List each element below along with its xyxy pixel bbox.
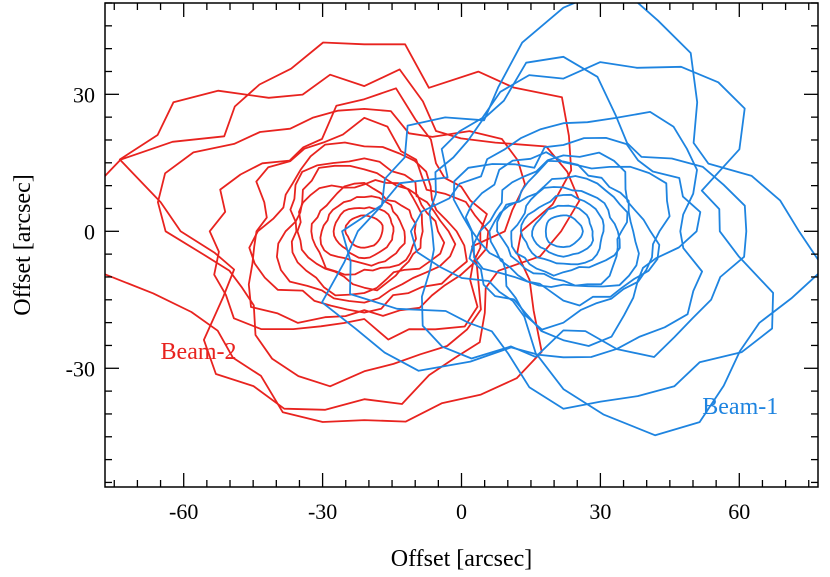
contour-level-7: [472, 151, 661, 307]
x-tick-label: 0: [456, 499, 467, 524]
contour-level-12: [341, 61, 774, 410]
contour-level-11: [420, 55, 748, 360]
contour-level-8: [464, 151, 671, 331]
contour-level-8: [248, 141, 468, 314]
x-tick-label: 30: [589, 499, 611, 524]
contour-level-2: [332, 206, 395, 260]
x-tick-label: -60: [169, 499, 198, 524]
beam-1-label: Beam-1: [702, 394, 778, 420]
contour-level-11: [156, 108, 526, 388]
y-tick-label: -30: [66, 356, 95, 381]
contour-level-7: [275, 157, 457, 304]
beam-2-label: Beam-2: [161, 339, 237, 365]
y-tick-label: 30: [73, 82, 95, 107]
y-tick-label: 0: [84, 219, 95, 244]
contour-level-9: [452, 136, 702, 347]
contour-level-1: [344, 214, 384, 249]
contour-level-10: [208, 87, 488, 341]
beam-2-contours: [105, 41, 581, 423]
contour-level-12: [118, 68, 581, 411]
contour-level-6: [488, 159, 640, 288]
beam-1-contours: [321, 3, 818, 437]
contour-level-9: [247, 116, 490, 324]
x-axis-title: Offset [arcsec]: [391, 546, 532, 572]
contour-level-4: [510, 186, 621, 277]
y-axis-title: Offset [arcsec]: [10, 174, 36, 315]
contour-level-3: [519, 193, 605, 266]
x-tick-label: -30: [308, 499, 337, 524]
contour-level-2: [531, 204, 594, 258]
contour-level-5: [496, 175, 629, 287]
contour-level-1: [544, 214, 584, 249]
axis-ticks: [105, 2, 818, 487]
contour-level-10: [409, 111, 703, 359]
tick-labels: -60 -30 0 30 60 -30 0 30: [66, 82, 751, 524]
contour-level-13: [321, 3, 818, 437]
contour-layer: [105, 3, 818, 437]
contour-level-13: [105, 41, 573, 423]
x-tick-label: 60: [728, 499, 750, 524]
